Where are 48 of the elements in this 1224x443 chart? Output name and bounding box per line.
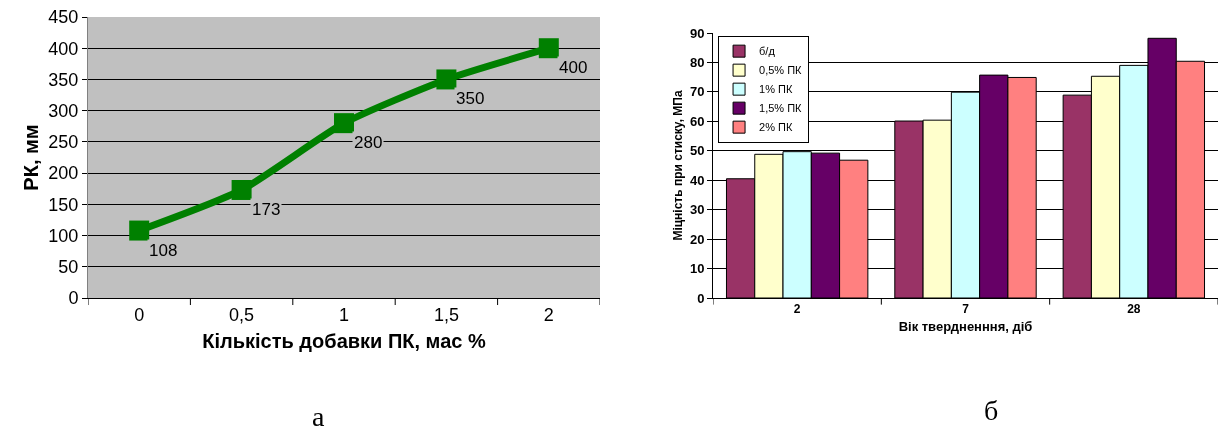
y-tick-label: 250 — [48, 132, 79, 153]
x-axis-title: Кількість добавки ПК, мас % — [202, 330, 486, 353]
y-tick-label: 400 — [48, 38, 79, 59]
text: а — [312, 401, 325, 432]
data-label: 350 — [456, 89, 485, 108]
x-tick-label: 2 — [793, 302, 801, 317]
point — [129, 220, 150, 241]
y-tick-label: 150 — [48, 194, 79, 215]
point — [436, 69, 457, 90]
y-tick-label: 450 — [48, 7, 79, 28]
legend-label: б/д — [759, 45, 776, 58]
y-tick-label: 70 — [689, 84, 705, 100]
y-tick-label: 80 — [689, 54, 705, 70]
y-tick-label: 40 — [689, 172, 705, 188]
data-label: 280 — [354, 133, 383, 152]
x-tick-label: 7 — [962, 302, 970, 317]
y-tick-label: 200 — [48, 163, 79, 184]
data-label: 173 — [252, 200, 281, 219]
y-tick-label: 90 — [689, 25, 705, 41]
point — [538, 38, 559, 59]
y-tick-label: 300 — [48, 100, 79, 121]
data-label: 400 — [559, 58, 588, 77]
y-tick-label: 30 — [689, 202, 705, 218]
text: б — [984, 395, 999, 426]
y-tick-label: 50 — [689, 143, 705, 159]
y-tick-label: 20 — [689, 231, 705, 247]
y-tick-label: 60 — [689, 113, 705, 129]
y-tick-label: 50 — [58, 257, 79, 278]
data-label: 108 — [149, 241, 178, 260]
y-tick-label: 100 — [48, 225, 79, 246]
x-tick-label: 1,5 — [433, 304, 459, 325]
y-axis-title: РК, мм — [19, 124, 42, 191]
legend-label: 1% ПК — [759, 83, 793, 96]
x-tick-label: 1 — [338, 304, 350, 325]
legend-label: 1,5% ПК — [759, 102, 803, 115]
y-axis-title: Міцність при стиску, МПа — [671, 90, 686, 241]
legend-label: 2% ПК — [759, 121, 793, 134]
x-tick-label: 28 — [1127, 302, 1141, 317]
x-tick-label: 0 — [134, 304, 145, 325]
x-tick-label: 0,5 — [229, 304, 255, 325]
x-tick-label: 2 — [543, 304, 554, 325]
y-tick-label: 10 — [689, 261, 705, 277]
y-tick-label: 350 — [48, 69, 79, 90]
legend-label: 0,5% ПК — [759, 64, 803, 77]
point — [231, 179, 252, 200]
y-tick-label: 0 — [697, 290, 705, 306]
x-axis-title: Вік твердненння, діб — [898, 319, 1033, 334]
point — [334, 113, 354, 134]
